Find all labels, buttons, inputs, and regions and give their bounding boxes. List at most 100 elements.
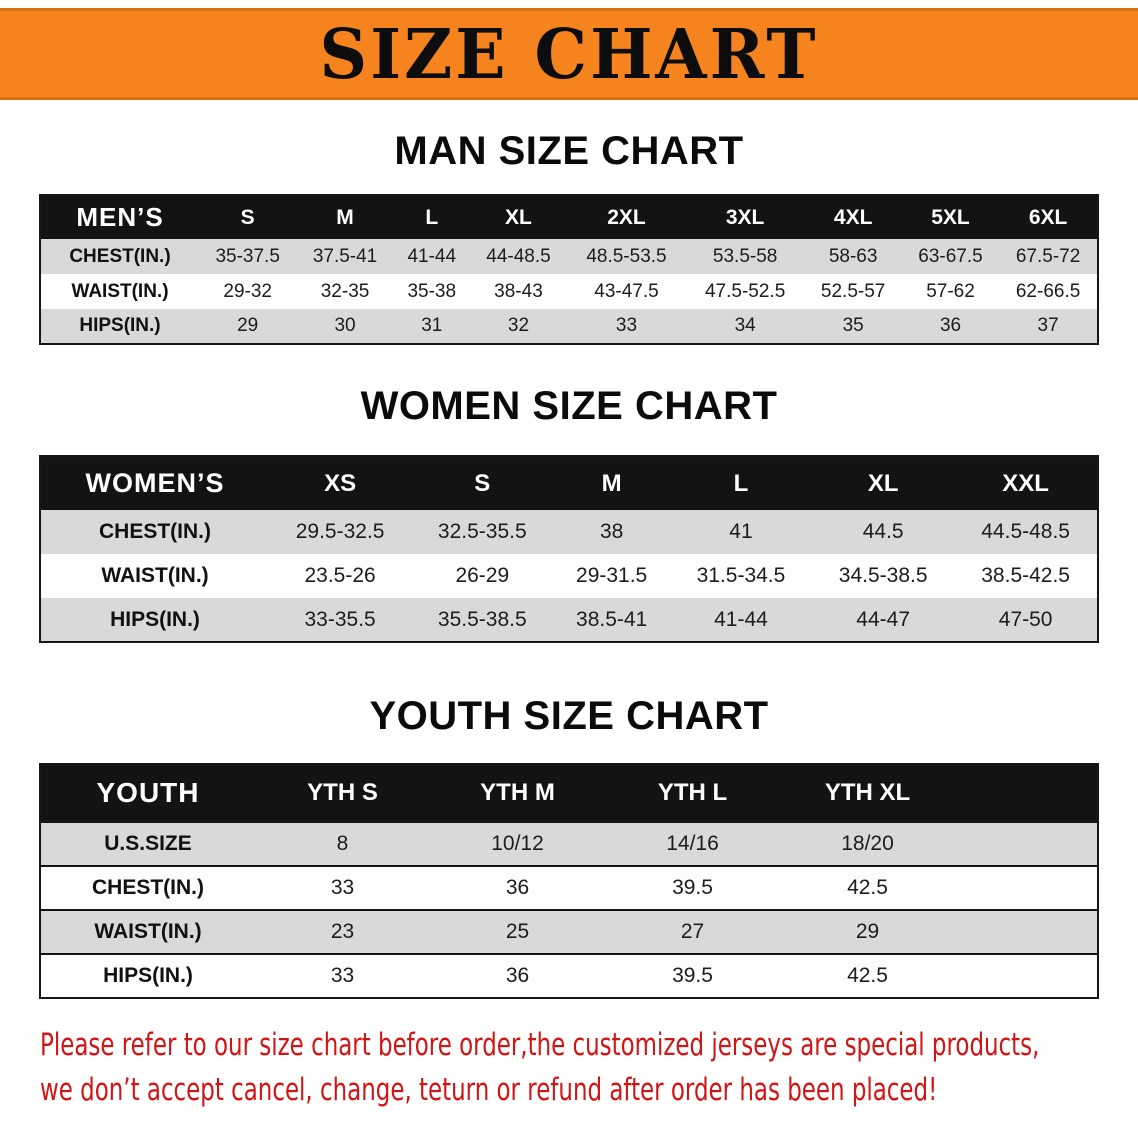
- filler-cell: [955, 866, 1098, 910]
- men-section-heading: MAN SIZE CHART: [394, 129, 744, 173]
- measurement-value-cell: 42.5: [847, 876, 888, 899]
- size-column-header: M: [336, 205, 354, 229]
- table-title-cell: MEN’S: [76, 202, 164, 232]
- men-table-body: CHEST(IN.) 35-37.5 37.5-41 41-44 44-48.5 48.5…: [40, 239, 1098, 344]
- row-label: WAIST(IN.): [101, 564, 209, 587]
- disclaimer-line-2: we don’t accept cancel, change, teturn o…: [40, 1072, 938, 1108]
- measurement-value-cell: 29: [237, 315, 259, 336]
- men-table-header-row: MEN’S S M L XL 2XL 3XL 4XL 5XL 6XL: [40, 195, 1098, 239]
- measurement-value-cell: 26-29: [455, 564, 510, 587]
- measurement-value-cell: 38.5-42.5: [981, 564, 1070, 587]
- measurement-value-cell: 29-32: [223, 280, 272, 302]
- size-column-header: YTH XL: [824, 779, 911, 806]
- measurement-value-cell: 38.5-41: [576, 607, 648, 631]
- women-table-header-row: WOMEN’S XS S M L XL XXL: [40, 456, 1098, 510]
- filler-cell: [955, 822, 1098, 866]
- measurement-value-cell: 23: [330, 920, 355, 943]
- measurement-value-cell: 53.5-58: [712, 245, 778, 267]
- size-column-header: 5XL: [931, 205, 970, 229]
- measurement-value-cell: 47-50: [998, 607, 1053, 631]
- measurement-value-cell: 43-47.5: [594, 280, 659, 302]
- size-column-header: YTH M: [480, 779, 555, 806]
- measurement-value-cell: 31.5-34.5: [696, 564, 786, 587]
- measurement-value-cell: 33: [330, 964, 355, 987]
- measurement-row: WAIST(IN.) 29-32 32-35 35-38 38-43 43-47.5 47.…: [40, 274, 1098, 309]
- measurement-value-cell: 44-47: [856, 607, 911, 631]
- size-column-header: 2XL: [607, 205, 646, 229]
- youth-table-header-row: YOUTH YTH S YTH M YTH L YTH XL: [40, 764, 1098, 822]
- measurement-value-cell: 52.5-57: [820, 280, 886, 302]
- measurement-value-cell: 48.5-53.5: [586, 245, 667, 267]
- row-label: CHEST(IN.): [69, 245, 171, 267]
- measurement-value-cell: 38-43: [494, 280, 543, 302]
- measurement-row: WAIST(IN.) 23 25 27 29: [40, 910, 1098, 954]
- row-label: WAIST(IN.): [71, 280, 169, 302]
- measurement-row: HIPS(IN.) 33 36 39.5 42.5: [40, 954, 1098, 998]
- measurement-row: HIPS(IN.) 29 30 31 32 33 34 35 36 37: [40, 309, 1098, 344]
- measurement-value-cell: 58-63: [828, 245, 878, 267]
- measurement-value-cell: 18/20: [841, 832, 894, 855]
- measurement-value-cell: 36: [505, 964, 530, 987]
- youth-size-table: YOUTH YTH S YTH M YTH L YTH XL U.S.SIZE 8 10/1…: [39, 763, 1099, 999]
- disclaimer-note: Please refer to our size chart before or…: [40, 1023, 1138, 1113]
- measurement-row: WAIST(IN.) 23.5-26 26-29 29-31.5 31.5-34.5 34…: [40, 554, 1098, 598]
- women-table-body: CHEST(IN.) 29.5-32.5 32.5-35.5 38 41 44.5 44.5…: [40, 510, 1098, 642]
- measurement-value-cell: 34: [734, 315, 756, 336]
- women-size-table: WOMEN’S XS S M L XL XXL CHEST(IN.) 29.5-32.5 32.…: [39, 455, 1099, 643]
- women-section-heading: WOMEN SIZE CHART: [360, 384, 778, 428]
- measurement-value-cell: 39.5: [672, 964, 713, 987]
- measurement-row: CHEST(IN.) 35-37.5 37.5-41 41-44 44-48.5 48.5…: [40, 239, 1098, 274]
- youth-table-body: U.S.SIZE 8 10/12 14/16 18/20 CHEST(IN.) 33 36 39…: [40, 822, 1098, 998]
- filler-cell: [955, 764, 1098, 822]
- measurement-value-cell: 36: [939, 315, 962, 336]
- table-title-cell: YOUTH: [96, 777, 200, 808]
- size-column-header: XL: [505, 205, 532, 229]
- measurement-value-cell: 29: [855, 920, 880, 943]
- size-column-header: 3XL: [725, 205, 765, 229]
- measurement-value-cell: 35: [842, 315, 864, 336]
- measurement-row: HIPS(IN.) 33-35.5 35.5-38.5 38.5-41 41-44 44-…: [40, 598, 1098, 642]
- size-column-header: M: [601, 469, 622, 497]
- size-column-header: S: [474, 469, 491, 497]
- measurement-value-cell: 29.5-32.5: [295, 520, 385, 543]
- measurement-value-cell: 67.5-72: [1015, 245, 1081, 267]
- measurement-value-cell: 35-37.5: [215, 245, 280, 267]
- measurement-value-cell: 36: [505, 876, 530, 899]
- measurement-value-cell: 62-66.5: [1015, 280, 1081, 302]
- measurement-value-cell: 32: [507, 315, 530, 336]
- row-label: WAIST(IN.): [94, 920, 202, 943]
- measurement-row: U.S.SIZE 8 10/12 14/16 18/20: [40, 822, 1098, 866]
- measurement-value-cell: 32-35: [320, 280, 370, 302]
- measurement-value-cell: 34.5-38.5: [838, 564, 928, 587]
- measurement-value-cell: 44.5-48.5: [981, 520, 1070, 543]
- measurement-value-cell: 27: [680, 920, 705, 943]
- row-label: U.S.SIZE: [104, 832, 192, 855]
- men-size-table: MEN’S S M L XL 2XL 3XL 4XL 5XL 6XL CHEST(IN.) 35-3…: [39, 194, 1099, 345]
- measurement-value-cell: 23.5-26: [304, 564, 376, 587]
- size-column-header: XL: [867, 469, 899, 497]
- measurement-value-cell: 42.5: [847, 964, 888, 987]
- measurement-value-cell: 38: [599, 520, 624, 543]
- measurement-value-cell: 41-44: [714, 607, 768, 631]
- measurement-value-cell: 44.5: [862, 520, 904, 543]
- row-label: HIPS(IN.): [110, 607, 200, 631]
- measurement-value-cell: 30: [334, 315, 356, 336]
- measurement-value-cell: 33: [615, 315, 638, 336]
- measurement-value-cell: 37: [1037, 315, 1059, 336]
- measurement-value-cell: 29-31.5: [576, 564, 648, 587]
- measurement-value-cell: 57-62: [926, 280, 975, 302]
- measurement-value-cell: 44-48.5: [486, 245, 551, 267]
- measurement-value-cell: 41-44: [407, 245, 457, 267]
- measurement-value-cell: 25: [505, 920, 530, 943]
- row-label: CHEST(IN.): [99, 520, 211, 543]
- measurement-value-cell: 10/12: [491, 832, 544, 855]
- measurement-value-cell: 33: [330, 876, 355, 899]
- measurement-row: CHEST(IN.) 33 36 39.5 42.5: [40, 866, 1098, 910]
- measurement-value-cell: 63-67.5: [918, 245, 983, 267]
- measurement-value-cell: 41: [729, 520, 753, 543]
- measurement-value-cell: 31: [421, 315, 443, 336]
- measurement-value-cell: 8: [336, 832, 349, 855]
- filler-cell: [955, 910, 1098, 954]
- disclaimer-line-1: Please refer to our size chart before or…: [40, 1027, 1040, 1063]
- title-banner: SIZE CHART: [0, 8, 1138, 100]
